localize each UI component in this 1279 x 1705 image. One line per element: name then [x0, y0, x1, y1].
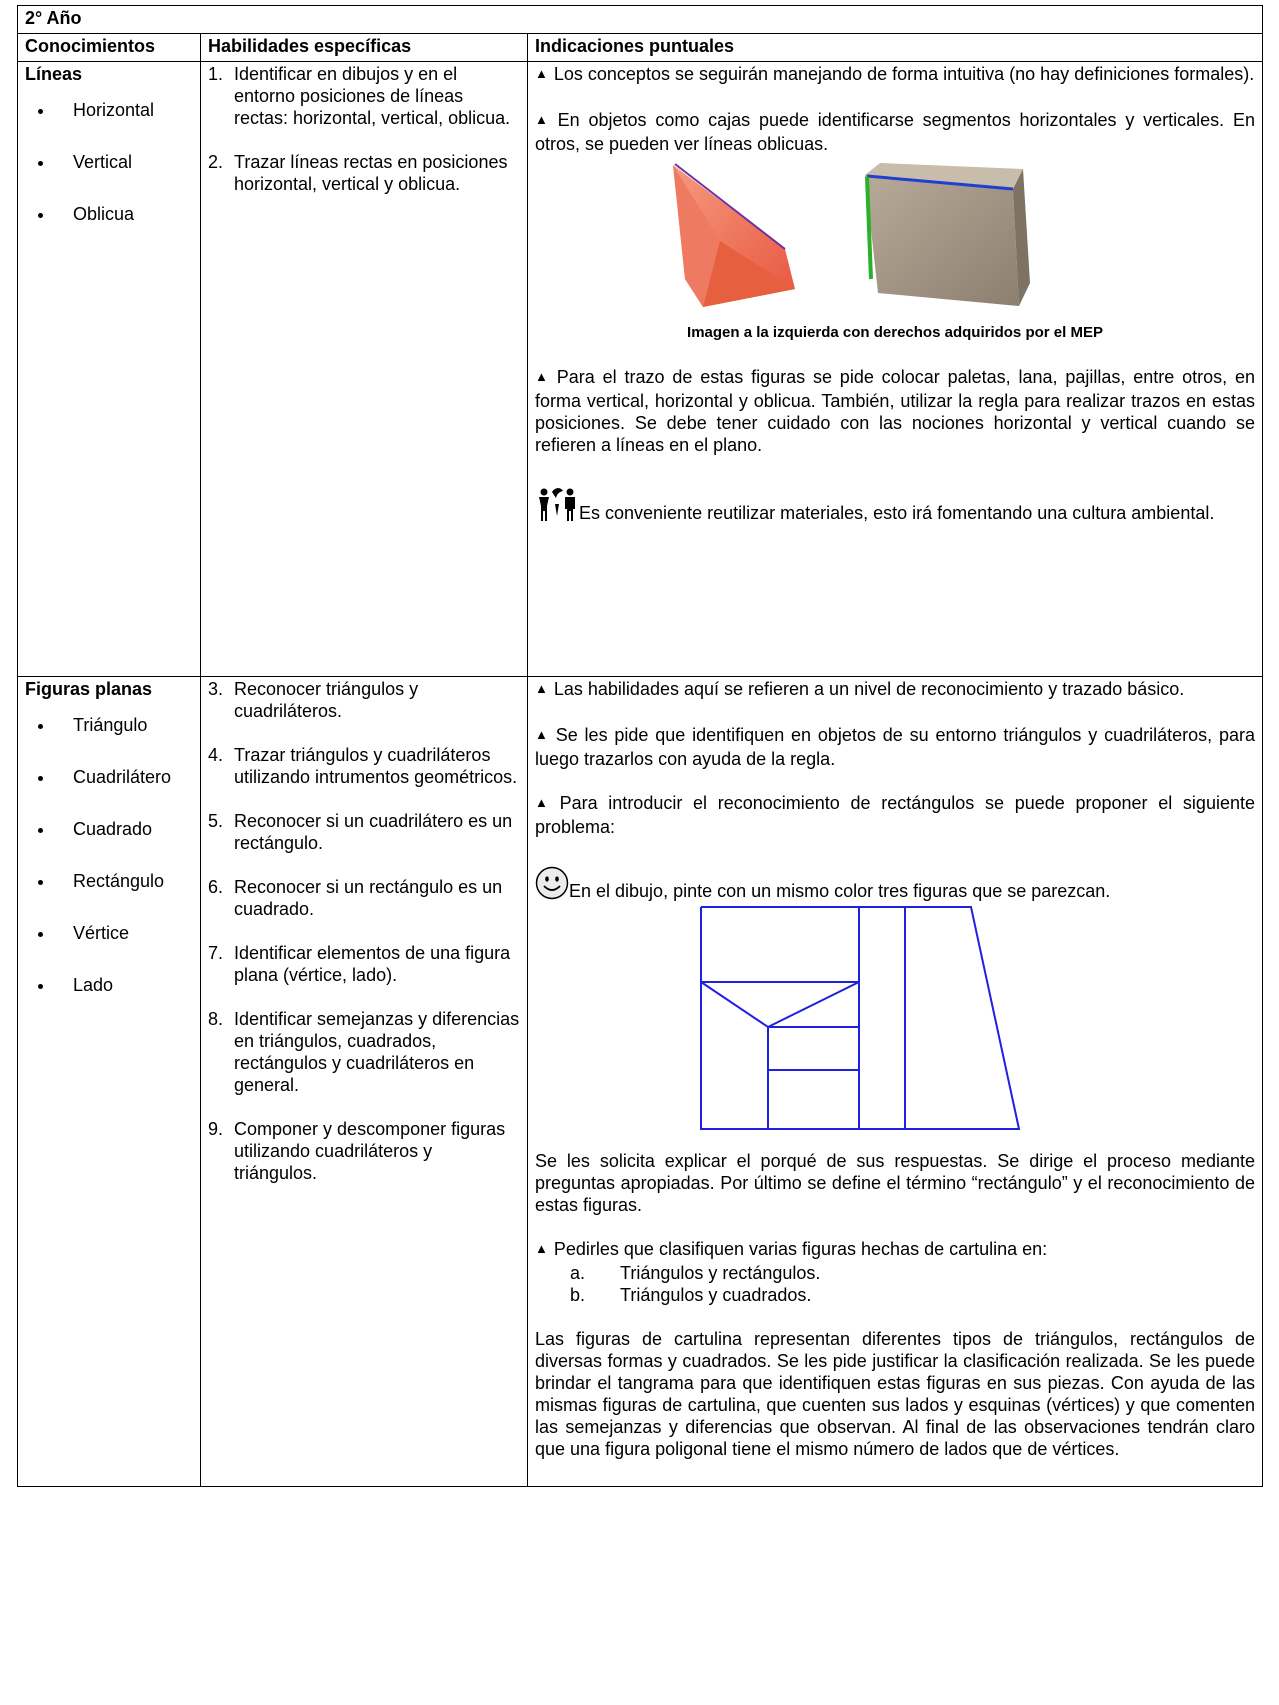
topic: Figuras planas [25, 679, 153, 699]
note-text: En el dibujo, pinte con un mismo color t… [569, 881, 1111, 901]
note: En el dibujo, pinte con un mismo color t… [535, 866, 1255, 902]
note: Se les solicita explicar el porqué de su… [535, 1151, 1255, 1215]
item: Rectángulo [55, 870, 193, 892]
skill-number: 1. [208, 64, 224, 84]
items: Triángulo Cuadrilátero Cuadrado Rectángu… [25, 714, 193, 996]
skill-text: Reconocer si un cuadrilátero es un rectá… [234, 811, 513, 853]
skill-text: Identificar semejanzas y diferencias en … [234, 1009, 520, 1095]
skill-text: Reconocer triángulos y cuadriláteros. [234, 679, 419, 721]
row: Figuras planas Triángulo Cuadrilátero Cu… [17, 676, 1263, 1487]
item: Vertical [55, 151, 193, 173]
skill: 5. Reconocer si un cuadrilátero es un rec… [208, 810, 520, 854]
sub-label: a. [570, 1263, 586, 1283]
item: Vértice [55, 922, 193, 944]
skills-cell: 3. Reconocer triángulos y cuadriláteros. … [200, 676, 528, 1487]
title-row: 2° Año [17, 5, 1263, 34]
note: Pedirles que clasifiquen varias figuras … [535, 1238, 1255, 1262]
skill: 4. Trazar triángulos y cuadriláteros util… [208, 744, 520, 788]
note: Es conveniente reutilizar materiales, es… [535, 486, 1255, 524]
item: Cuadrilátero [55, 766, 193, 788]
note: En objetos como cajas puede identificars… [535, 109, 1255, 155]
note: Las figuras de cartulina representan dif… [535, 1329, 1255, 1459]
skill-text: Reconocer si un rectángulo es un cuadrad… [234, 877, 503, 919]
skill: 3. Reconocer triángulos y cuadriláteros. [208, 678, 520, 722]
skill: 8. Identificar semejanzas y diferencias e… [208, 1008, 520, 1096]
knowledge-cell: Figuras planas Triángulo Cuadrilátero Cu… [17, 676, 201, 1487]
skill-text: Trazar líneas rectas en posiciones horiz… [234, 152, 508, 194]
skill-text: Componer y descomponer figuras utilizand… [234, 1119, 506, 1183]
items: Horizontal Vertical Oblicua [25, 99, 193, 225]
skill-number: 5. [208, 811, 224, 831]
skill-text: Identificar elementos de una figura plan… [234, 943, 511, 985]
shapes-figure [700, 906, 1021, 1130]
header-row: Conocimientos Habilidades específicas In… [17, 33, 1263, 62]
objects-image [673, 163, 1030, 307]
note: Para el trazo de estas figuras se pide c… [535, 366, 1255, 456]
sub-label: b. [570, 1285, 586, 1305]
skill: 9. Componer y descomponer figuras utiliza… [208, 1118, 520, 1184]
curriculum-table: 2° Año Conocimientos Habilidades específ… [17, 5, 1263, 1487]
topic: Líneas [25, 64, 83, 84]
smiley-icon [535, 866, 569, 900]
skill: 6. Reconocer si un rectángulo es un cuadr… [208, 876, 520, 920]
skill-text: Identificar en dibujos y en el entorno p… [234, 64, 511, 128]
item: Horizontal [55, 99, 193, 121]
skill-number: 4. [208, 745, 224, 765]
skill-number: 3. [208, 679, 224, 699]
skills-cell: 1. Identificar en dibujos y en el entorno… [200, 61, 528, 677]
note-text: Es conveniente reutilizar materiales, es… [579, 503, 1215, 523]
sub-text: Triángulos y rectángulos. [620, 1263, 821, 1283]
notes-cell: Los conceptos se seguirán manejando de f… [527, 61, 1263, 677]
image-caption: Imagen a la izquierda con derechos adqui… [687, 324, 1103, 341]
note: Las habilidades aquí se refieren a un ni… [535, 678, 1255, 702]
skill: 2. Trazar líneas rectas en posiciones hor… [208, 151, 520, 195]
skill-number: 6. [208, 877, 224, 897]
note: Los conceptos se seguirán manejando de f… [535, 63, 1255, 87]
skill: 1. Identificar en dibujos y en el entorno… [208, 63, 520, 129]
skill-number: 8. [208, 1009, 224, 1029]
note: Se les pide que identifiquen en objetos … [535, 724, 1255, 770]
header: Indicaciones puntuales [527, 33, 1263, 62]
item: Cuadrado [55, 818, 193, 840]
skill-number: 2. [208, 152, 224, 172]
item: Lado [55, 974, 193, 996]
sub-item: b. Triángulos y cuadrados. [570, 1284, 1255, 1306]
knowledge-cell: Líneas Horizontal Vertical Oblicua [17, 61, 201, 677]
notes-cell: Las habilidades aquí se refieren a un ni… [527, 676, 1263, 1487]
row: Líneas Horizontal Vertical Oblicua 1. Ide… [17, 61, 1263, 677]
table-title: 2° Año [17, 5, 1263, 34]
item: Triángulo [55, 714, 193, 736]
skill: 7. Identificar elementos de una figura pl… [208, 942, 520, 986]
item: Oblicua [55, 203, 193, 225]
people-icon [539, 488, 575, 521]
note: Para introducir el reconocimiento de rec… [535, 792, 1255, 838]
skill-text: Trazar triángulos y cuadriláteros utiliz… [234, 745, 518, 787]
header: Conocimientos [17, 33, 201, 62]
skill-number: 9. [208, 1119, 224, 1139]
sub-item: a. Triángulos y rectángulos. [570, 1262, 1255, 1284]
header: Habilidades específicas [200, 33, 528, 62]
sub-text: Triángulos y cuadrados. [620, 1285, 812, 1305]
skill-number: 7. [208, 943, 224, 963]
